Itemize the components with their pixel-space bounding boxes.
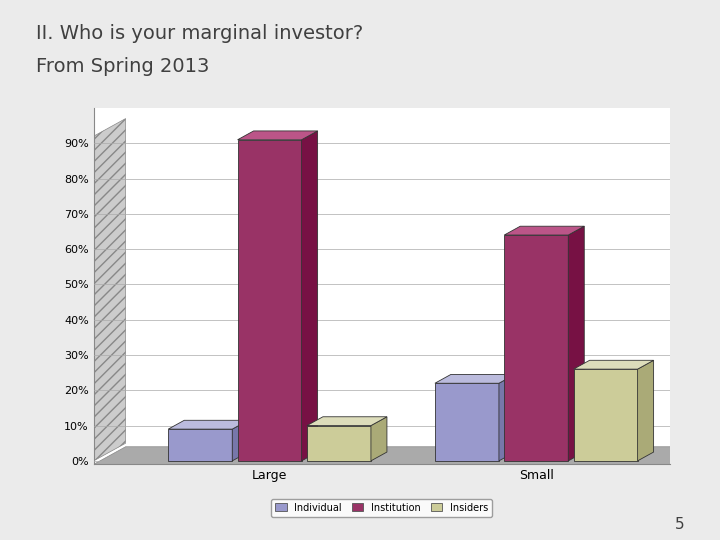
Text: From Spring 2013: From Spring 2013	[36, 57, 210, 76]
Polygon shape	[94, 447, 701, 464]
Polygon shape	[638, 360, 654, 461]
Polygon shape	[94, 119, 125, 461]
Polygon shape	[168, 420, 248, 429]
Polygon shape	[168, 429, 233, 461]
Polygon shape	[435, 374, 515, 383]
Polygon shape	[574, 369, 638, 461]
Polygon shape	[307, 426, 371, 461]
Legend: Individual, Institution, Insiders: Individual, Institution, Insiders	[271, 499, 492, 517]
Polygon shape	[233, 420, 248, 461]
Polygon shape	[499, 374, 515, 461]
Polygon shape	[302, 131, 318, 461]
Polygon shape	[238, 140, 302, 461]
Polygon shape	[504, 226, 584, 235]
Polygon shape	[435, 383, 499, 461]
Polygon shape	[568, 226, 584, 461]
Polygon shape	[238, 131, 318, 140]
Polygon shape	[307, 417, 387, 426]
Text: II. Who is your marginal investor?: II. Who is your marginal investor?	[36, 24, 364, 43]
Polygon shape	[504, 235, 568, 461]
Polygon shape	[574, 360, 654, 369]
Text: 5: 5	[675, 517, 684, 532]
Polygon shape	[371, 417, 387, 461]
